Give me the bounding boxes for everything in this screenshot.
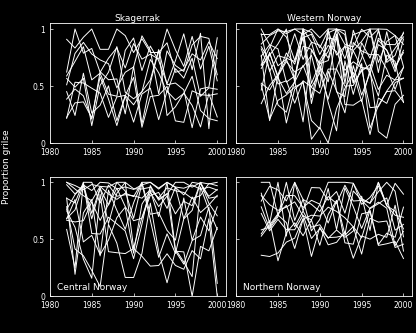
Text: Central Norway: Central Norway (57, 283, 127, 292)
Text: Northern Norway: Northern Norway (243, 283, 321, 292)
Title: Skagerrak: Skagerrak (115, 14, 161, 23)
Title: Western Norway: Western Norway (287, 14, 361, 23)
Text: Proportion grilse: Proportion grilse (2, 129, 11, 204)
